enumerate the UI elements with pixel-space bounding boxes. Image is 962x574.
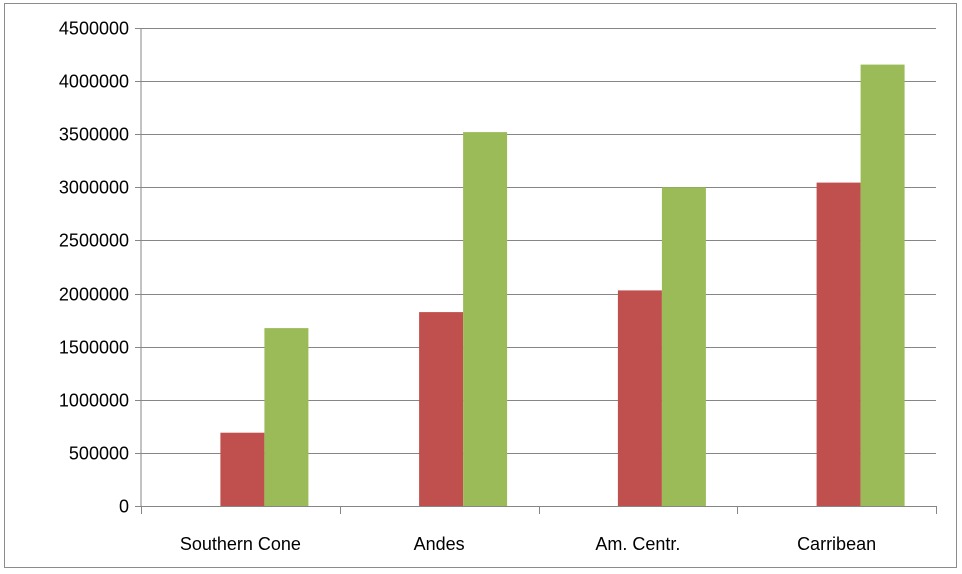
bar xyxy=(816,182,861,506)
bar xyxy=(617,290,662,506)
y-tick-label: 1500000 xyxy=(59,338,129,358)
y-tick-label: 500000 xyxy=(69,444,129,464)
x-axis xyxy=(141,506,937,514)
y-tick-label: 3000000 xyxy=(59,178,129,198)
y-tick-label: 3500000 xyxy=(59,125,129,145)
y-tick-label: 2500000 xyxy=(59,231,129,251)
x-tick-label: Carribean xyxy=(797,534,876,554)
bars xyxy=(220,64,905,507)
x-tick-label: Andes xyxy=(414,534,465,554)
y-tick-label: 4500000 xyxy=(59,19,129,39)
bar xyxy=(661,187,706,507)
bar xyxy=(264,328,309,506)
bar xyxy=(419,312,464,506)
x-tick-label: Am. Centr. xyxy=(595,534,680,554)
y-tick-label: 1000000 xyxy=(59,391,129,411)
y-tick-label: 2000000 xyxy=(59,285,129,305)
bar xyxy=(860,64,905,506)
x-tick-label: Southern Cone xyxy=(180,534,301,554)
bar xyxy=(220,432,265,506)
gridlines xyxy=(135,28,936,507)
bar xyxy=(463,132,508,506)
x-axis-tick-labels: Southern Cone Andes Am. Centr. Carribean xyxy=(180,534,876,554)
y-axis-tick-labels: 0 500000 1000000 1500000 2000000 2500000 30000… xyxy=(59,19,129,517)
y-tick-label: 0 xyxy=(119,497,129,517)
y-tick-label: 4000000 xyxy=(59,72,129,92)
